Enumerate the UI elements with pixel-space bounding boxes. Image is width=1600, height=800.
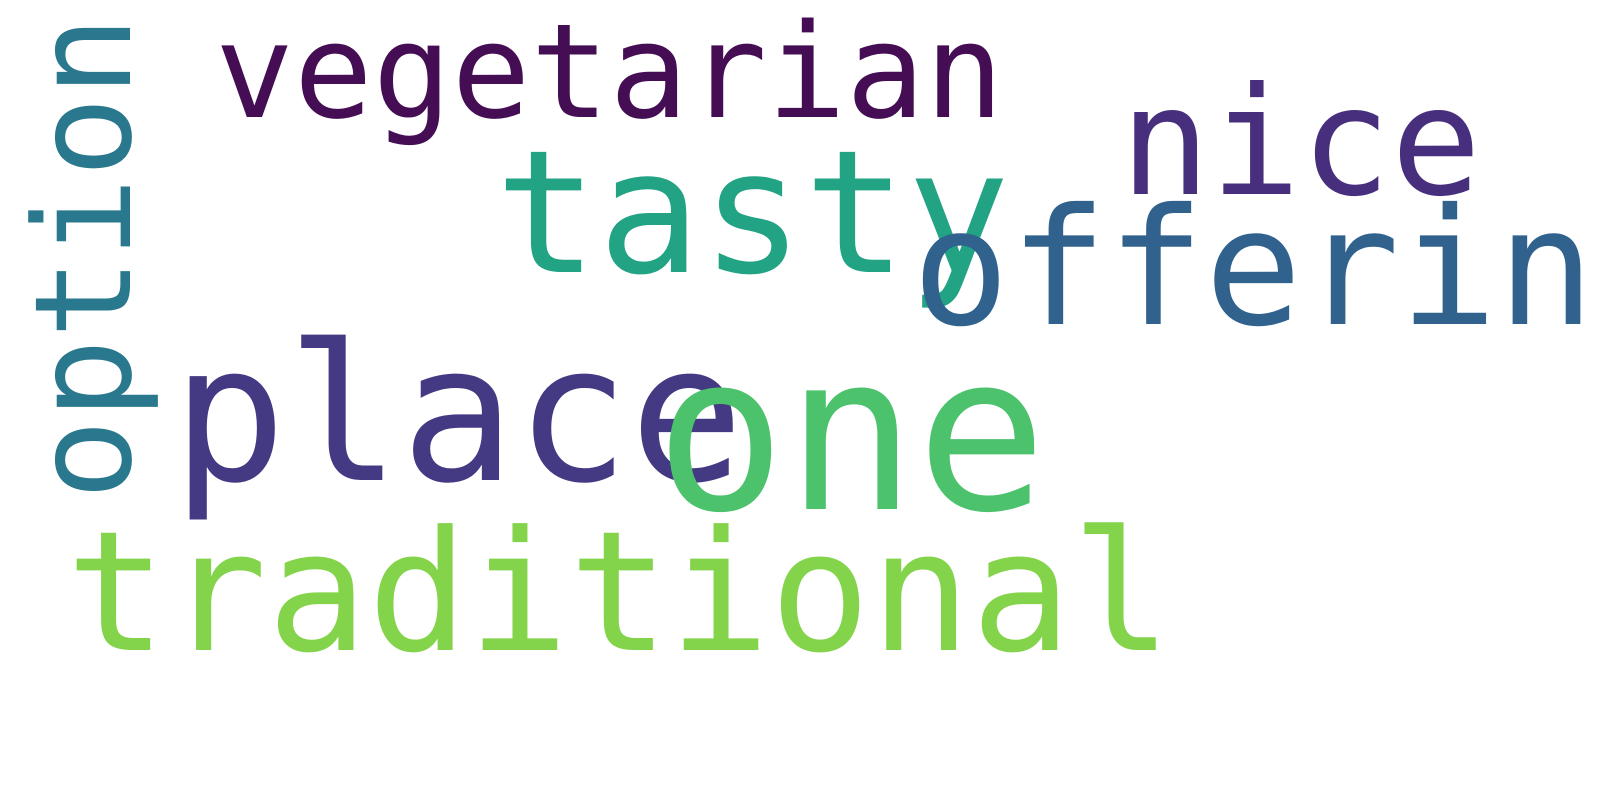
word-traditional: traditional (66, 496, 1172, 690)
word-place: place (172, 304, 744, 525)
word-vegetarian: vegetarian (215, 0, 1004, 148)
word-option: option (6, 15, 162, 500)
word-nice: nice (1120, 56, 1482, 230)
word-tasty: tasty (495, 114, 1010, 313)
word-offering: offering (912, 175, 1600, 363)
word-one: one (655, 309, 1047, 561)
